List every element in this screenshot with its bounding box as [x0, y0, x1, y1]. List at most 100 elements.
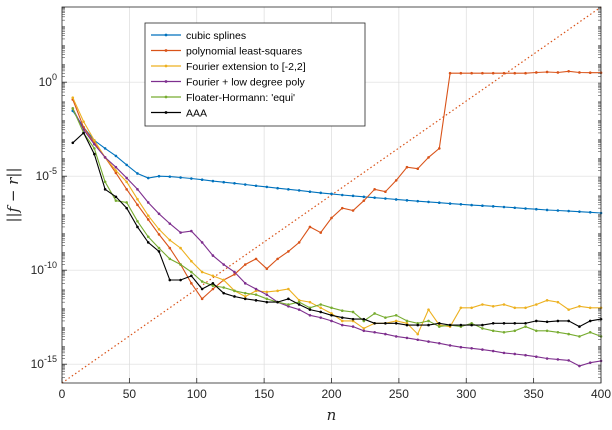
data-point — [362, 195, 366, 199]
data-point — [265, 297, 269, 301]
data-point — [351, 310, 355, 314]
data-point — [254, 257, 258, 261]
data-point — [481, 303, 484, 306]
data-point — [405, 323, 409, 327]
data-point — [427, 323, 430, 327]
data-point — [524, 306, 527, 310]
legend-label: AAA — [186, 108, 207, 120]
series — [71, 96, 603, 336]
x-tick-label: 200 — [321, 387, 341, 401]
data-point — [470, 71, 473, 75]
data-point — [545, 357, 549, 360]
data-point — [394, 321, 398, 325]
y-tick-label: 10-10 — [31, 260, 57, 277]
data-point — [513, 306, 517, 310]
data-point — [190, 177, 193, 180]
data-point — [125, 188, 128, 191]
data-point — [535, 303, 538, 306]
data-point — [416, 321, 420, 325]
data-point — [71, 107, 75, 110]
legend-marker — [164, 111, 168, 114]
data-point — [82, 120, 85, 123]
data-point — [265, 290, 269, 294]
data-point — [125, 180, 128, 184]
data-point — [416, 332, 420, 336]
data-point — [287, 297, 290, 301]
x-tick-label: 300 — [456, 387, 476, 401]
data-point — [168, 278, 172, 282]
data-point — [567, 319, 570, 323]
data-point — [588, 361, 592, 365]
data-point — [416, 167, 420, 171]
data-point — [287, 305, 290, 308]
data-point — [588, 319, 592, 323]
data-point — [578, 325, 581, 328]
data-point — [233, 181, 236, 185]
data-point — [416, 338, 420, 342]
x-tick-label: 50 — [123, 387, 137, 401]
data-point — [416, 323, 420, 327]
data-point — [157, 250, 161, 253]
series — [71, 109, 603, 215]
data-point — [588, 71, 592, 75]
legend-marker — [164, 80, 168, 83]
series — [71, 107, 603, 368]
legend: cubic splines polynomial least-squares Fou… — [144, 22, 366, 127]
data-point — [146, 214, 150, 217]
data-point — [513, 321, 517, 325]
data-point — [459, 345, 463, 349]
data-point — [190, 270, 193, 274]
data-point — [524, 71, 527, 75]
data-point — [114, 199, 118, 202]
y-tick-label: 10-5 — [36, 166, 57, 183]
y-axis-label: ||f − r|| — [4, 167, 22, 222]
legend-label: Fourier + low degree poly — [186, 77, 306, 89]
data-point — [491, 349, 495, 353]
data-point — [157, 233, 161, 236]
data-point — [265, 185, 269, 189]
data-point — [157, 227, 161, 231]
data-point — [276, 300, 279, 304]
data-point — [71, 96, 75, 99]
data-point — [308, 306, 312, 310]
data-point — [351, 325, 355, 328]
data-point — [319, 231, 323, 234]
x-tick-label: 100 — [187, 387, 207, 401]
data-point — [524, 353, 527, 357]
data-point — [384, 197, 387, 200]
data-point — [200, 241, 204, 244]
data-point — [513, 206, 517, 210]
data-point — [513, 352, 517, 356]
data-point — [222, 286, 225, 289]
data-point — [243, 295, 247, 298]
data-point — [340, 316, 344, 319]
legend-marker — [164, 64, 168, 68]
y-tick-label: 10-15 — [31, 354, 57, 371]
data-point — [459, 203, 463, 206]
data-point — [340, 323, 344, 327]
data-point — [243, 291, 247, 295]
data-point — [384, 316, 387, 319]
data-point — [578, 305, 581, 308]
data-point — [146, 218, 150, 221]
data-point — [340, 193, 344, 197]
x-tick-label: 350 — [524, 387, 544, 401]
data-point — [362, 317, 366, 321]
data-point — [190, 282, 193, 285]
data-point — [438, 321, 441, 325]
data-point — [136, 197, 139, 201]
data-point — [136, 225, 139, 229]
data-point — [556, 330, 560, 334]
data-point — [222, 291, 225, 295]
x-axis-label: n — [327, 406, 337, 424]
data-point — [535, 329, 538, 333]
data-point — [373, 330, 376, 334]
series-line — [72, 110, 602, 214]
data-point — [545, 208, 549, 212]
data-point — [351, 194, 355, 198]
data-point — [340, 206, 344, 210]
x-tick-label: 150 — [254, 387, 274, 401]
data-point — [491, 329, 495, 333]
y-axis-ticks: 10-15 10-10 10-5 100 — [31, 7, 601, 378]
data-point — [93, 152, 96, 156]
